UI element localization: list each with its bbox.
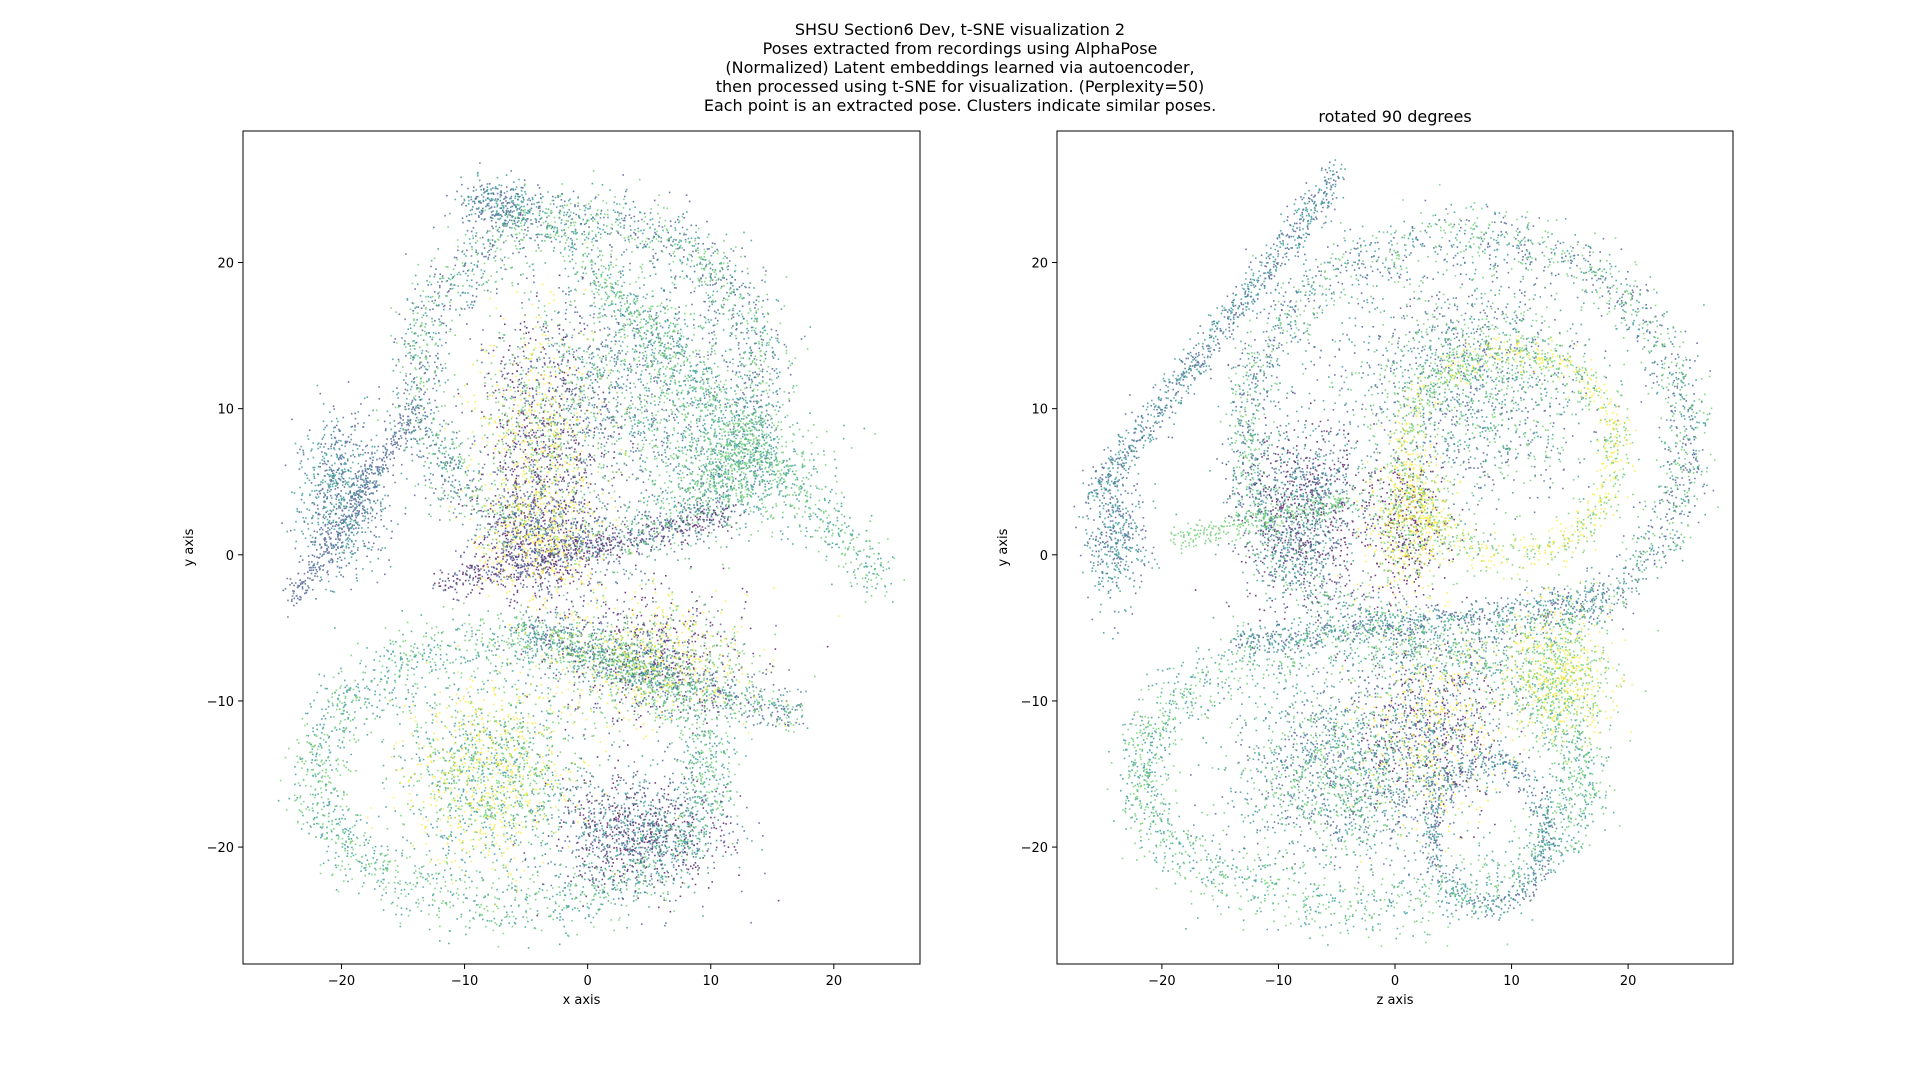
y-tick-label: 20 bbox=[217, 257, 234, 272]
y-tick-label: 0 bbox=[226, 549, 234, 564]
y-tick-label: −10 bbox=[207, 695, 234, 710]
scatter-plot-left: −20 −10 0 10 20 −20 −10 0 10 20 x axis y axis bbox=[182, 130, 921, 1008]
ticks-right: −20 −10 0 10 20 −20 −10 0 10 20 bbox=[1021, 257, 1637, 989]
ticks-left: −20 −10 0 10 20 −20 −10 0 10 20 bbox=[207, 257, 843, 989]
figure-suptitle: SHSU Section6 Dev, t-SNE visualization 2… bbox=[0, 20, 1920, 115]
points-layer-left bbox=[277, 162, 906, 949]
scatter-points-3 bbox=[279, 170, 906, 948]
x-tick-label: 0 bbox=[1391, 974, 1399, 989]
y-axis-label-right: y axis bbox=[996, 528, 1011, 566]
scatter-points-0 bbox=[1194, 364, 1543, 839]
y-tick-label: 0 bbox=[1040, 549, 1048, 564]
x-axis-label-left: x axis bbox=[563, 993, 601, 1008]
x-tick-label: −10 bbox=[1265, 974, 1292, 989]
x-axis-label-right: z axis bbox=[1376, 993, 1413, 1008]
x-tick-label: 20 bbox=[1620, 974, 1637, 989]
suptitle-line: Each point is an extracted pose. Cluster… bbox=[703, 96, 1217, 115]
y-tick-label: −10 bbox=[1021, 695, 1048, 710]
suptitle-line: then processed using t-SNE for visualiza… bbox=[715, 77, 1205, 96]
points-layer-right bbox=[1073, 159, 1719, 947]
y-tick-label: 20 bbox=[1031, 257, 1048, 272]
axes-frame-left bbox=[242, 130, 921, 965]
scatter-points-1 bbox=[281, 162, 804, 927]
x-tick-label: 10 bbox=[702, 974, 719, 989]
y-tick-label: 10 bbox=[1031, 403, 1048, 418]
y-axis-label-left: y axis bbox=[182, 528, 197, 566]
scatter-plot-right: −20 −10 0 10 20 −20 −10 0 10 20 z axis y axis rot… bbox=[996, 107, 1734, 1008]
y-tick-label: −20 bbox=[1021, 841, 1048, 856]
suptitle-line: SHSU Section6 Dev, t-SNE visualization 2 bbox=[794, 20, 1126, 39]
x-tick-label: 10 bbox=[1503, 974, 1520, 989]
axes-frame-right bbox=[1056, 130, 1734, 965]
scatter-points-1 bbox=[1073, 161, 1715, 921]
suptitle-line: (Normalized) Latent embeddings learned v… bbox=[725, 58, 1195, 77]
x-tick-label: −20 bbox=[328, 974, 355, 989]
y-tick-label: 10 bbox=[217, 403, 234, 418]
scatter-points-2 bbox=[1078, 159, 1711, 946]
y-tick-label: −20 bbox=[207, 841, 234, 856]
scatter-points-4 bbox=[366, 242, 840, 906]
x-tick-label: 20 bbox=[826, 974, 843, 989]
scatter-points-3 bbox=[1106, 183, 1719, 947]
scatter-points-0 bbox=[433, 214, 829, 917]
axes-title-right: rotated 90 degrees bbox=[1318, 107, 1471, 126]
scatter-points-2 bbox=[277, 171, 894, 949]
x-tick-label: −10 bbox=[451, 974, 478, 989]
x-tick-label: 0 bbox=[584, 974, 592, 989]
suptitle-line: Poses extracted from recordings using Al… bbox=[762, 39, 1158, 58]
x-tick-label: −20 bbox=[1148, 974, 1175, 989]
